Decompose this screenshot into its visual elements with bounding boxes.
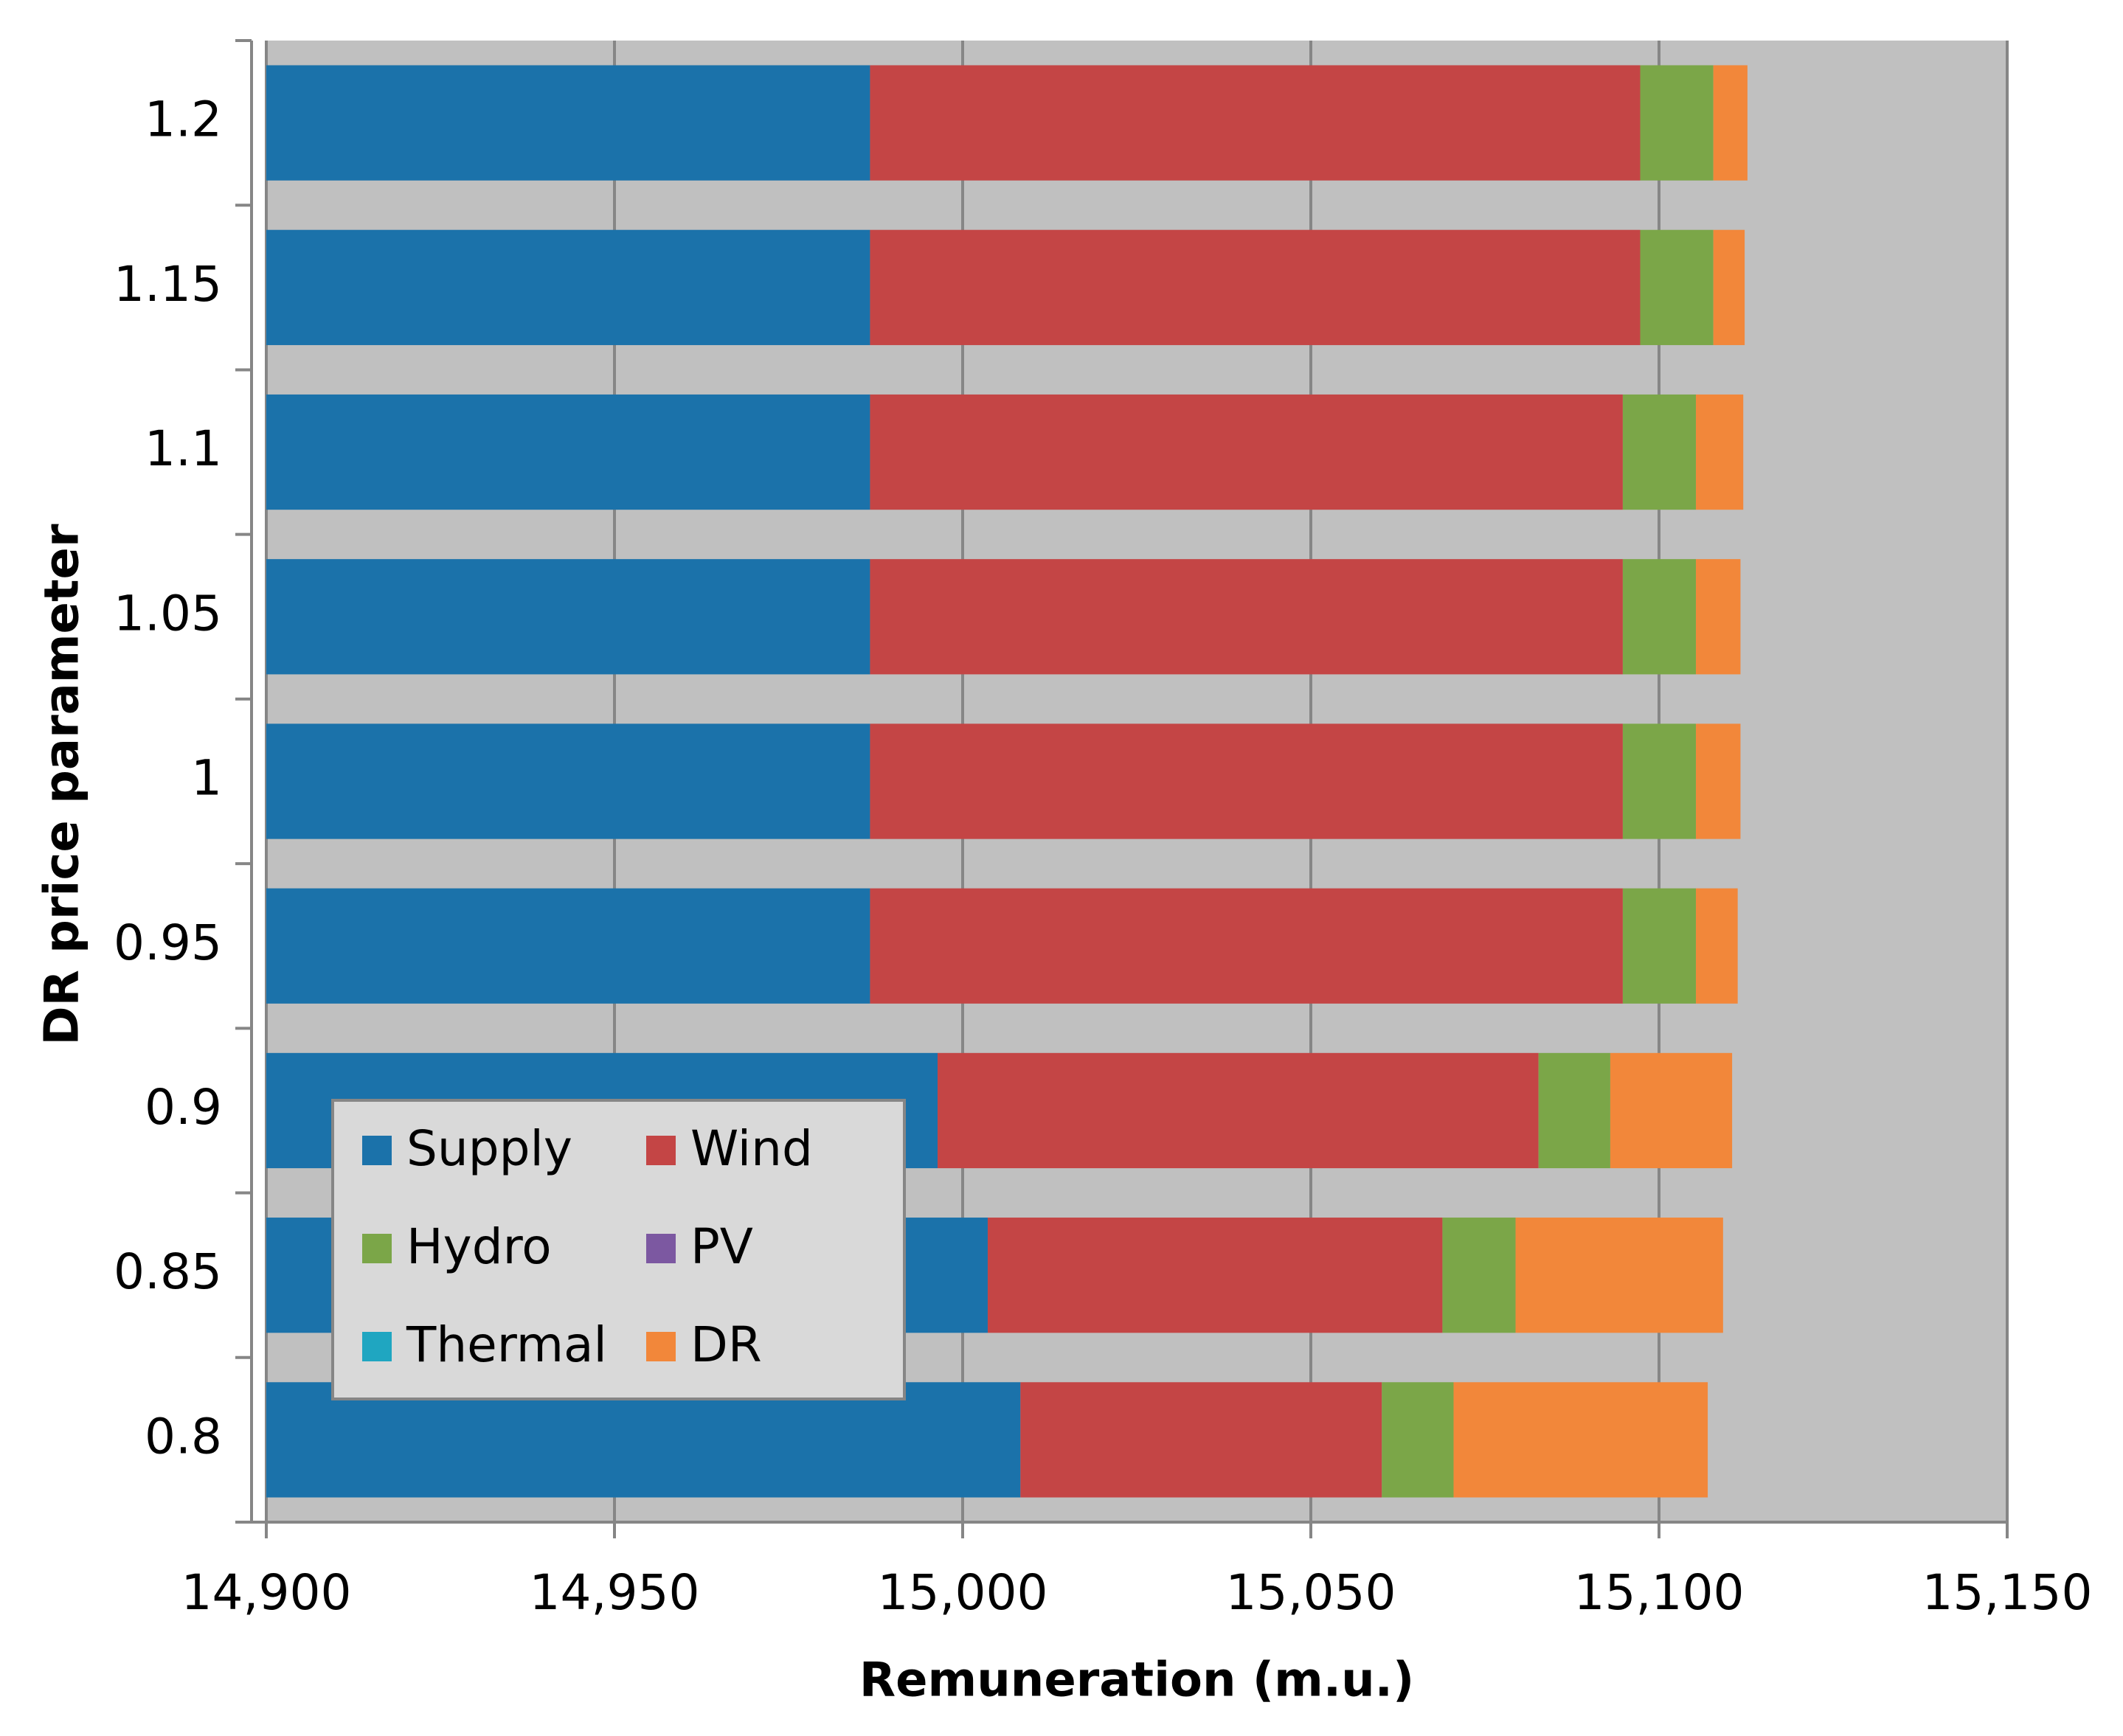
bar-segment (1382, 1382, 1454, 1498)
y-tick-label: 0.95 (114, 914, 222, 971)
bar-segment (1453, 1382, 1708, 1498)
bar-segment (266, 1382, 1021, 1498)
legend-swatch (362, 1332, 392, 1361)
legend-swatch (646, 1332, 676, 1361)
bar-segment (1622, 888, 1697, 1004)
bar-segment (870, 559, 1623, 675)
bar-segment (266, 723, 870, 839)
bar-segment (1696, 888, 1738, 1004)
bar-segment (987, 1218, 1443, 1333)
bar-segment (1622, 394, 1697, 510)
bar-segment (1640, 229, 1714, 345)
bar-segment (1538, 1052, 1610, 1169)
bar-segment (266, 65, 870, 181)
bar-segment (1020, 1382, 1382, 1498)
bar-segment (266, 559, 870, 675)
x-tick-label: 15,100 (1574, 1564, 1745, 1621)
bar-segment (1610, 1052, 1733, 1169)
bar-segment (1622, 559, 1697, 675)
bar-segment (870, 888, 1623, 1004)
legend-box (331, 1099, 906, 1400)
bar-segment (266, 394, 870, 510)
legend-swatch (646, 1234, 676, 1263)
bar-segment (870, 394, 1623, 510)
legend-swatch (362, 1136, 392, 1165)
bar-segment (266, 229, 870, 345)
y-tick-label: 0.9 (145, 1079, 222, 1136)
y-tick-label: 0.85 (114, 1243, 222, 1300)
bar-segment (870, 723, 1623, 839)
bar-segment (870, 229, 1641, 345)
legend-swatch (646, 1136, 676, 1165)
legend: Supply Wind Hydro PV Thermal DR (331, 1099, 906, 1400)
bar-segment (266, 888, 870, 1004)
bar-segment (1515, 1218, 1723, 1333)
legend-label: Thermal (406, 1316, 607, 1373)
y-axis-title: DR price parameter (35, 524, 90, 1045)
bar-segment (1696, 559, 1741, 675)
bar-segment (870, 65, 1641, 181)
bar-segment (1622, 723, 1697, 839)
bar-segment (1442, 1218, 1516, 1333)
x-tick-label: 15,150 (1922, 1564, 2093, 1621)
bar-segment (1713, 229, 1745, 345)
y-tick-label: 1.05 (114, 585, 222, 642)
bar-segment (1696, 394, 1744, 510)
legend-label: Wind (690, 1120, 813, 1177)
legend-label: Supply (406, 1120, 572, 1177)
x-tick-label: 15,000 (878, 1564, 1048, 1621)
x-tick-label: 14,900 (181, 1564, 352, 1621)
y-tick-label: 1.2 (145, 91, 222, 148)
bar-segment (938, 1052, 1539, 1169)
x-tick-label: 14,950 (530, 1564, 700, 1621)
legend-label: PV (690, 1218, 753, 1275)
y-tick-label: 0.8 (145, 1408, 222, 1465)
y-tick-label: 1.1 (145, 420, 222, 477)
legend-label: Hydro (406, 1218, 552, 1275)
bar-segment (1640, 65, 1714, 181)
bar-segment (1696, 723, 1741, 839)
y-tick-label: 1 (191, 750, 222, 807)
legend-swatch (362, 1234, 392, 1263)
bar-segment (1713, 65, 1748, 181)
legend-label: DR (690, 1316, 762, 1373)
y-tick-label: 1.15 (114, 256, 222, 313)
x-tick-label: 15,050 (1226, 1564, 1396, 1621)
x-axis-title: Remuneration (m.u.) (859, 1653, 1414, 1708)
